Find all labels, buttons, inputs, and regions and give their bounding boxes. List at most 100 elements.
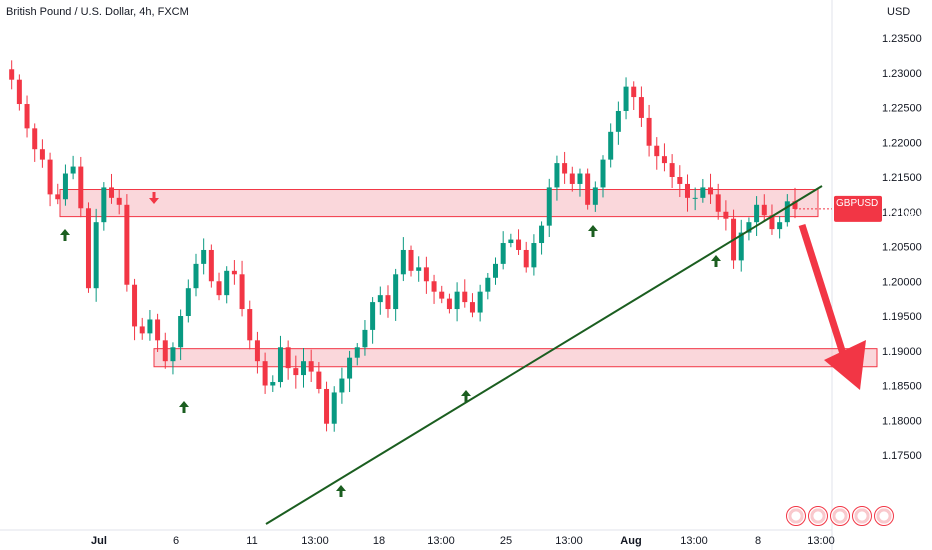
candle-body: [623, 86, 629, 111]
y-tick-label: 1.18500: [882, 381, 922, 393]
candle-body: [93, 222, 99, 289]
candle-body: [293, 368, 299, 376]
candle-body: [185, 288, 191, 316]
candle-body: [109, 187, 115, 198]
flag-icon[interactable]: [830, 506, 850, 526]
x-tick-label: 13:00: [555, 535, 583, 547]
candle-body: [16, 79, 22, 105]
candle-body: [531, 243, 537, 268]
candle-body: [39, 149, 45, 160]
candle-body: [423, 267, 429, 282]
candle-body: [393, 274, 399, 310]
candle-body: [170, 347, 176, 362]
y-tick-label: 1.20500: [882, 242, 922, 254]
candle-body: [431, 281, 437, 292]
candle-body: [9, 69, 15, 80]
last-price-label: 1.21041: [886, 197, 926, 209]
x-tick-label: 11: [246, 535, 257, 547]
candle-body: [715, 194, 721, 212]
candle-body: [247, 309, 253, 341]
candle-body: [239, 274, 245, 310]
up-arrow-icon: [711, 255, 721, 267]
candle-body: [446, 298, 452, 310]
candle-body: [777, 222, 783, 230]
candle-body: [254, 340, 260, 362]
candle-body: [331, 392, 337, 424]
down-arrow-icon: [149, 192, 159, 204]
candle-body: [569, 173, 575, 184]
candle-body: [70, 166, 76, 174]
candle-body: [631, 86, 637, 98]
candle-body: [62, 173, 68, 200]
resistance-zone: [59, 189, 819, 218]
up-arrow-icon: [588, 225, 598, 237]
price-axis-currency: USD: [887, 6, 910, 18]
candle-body: [308, 361, 314, 372]
candle-body: [761, 204, 767, 216]
candle-body: [416, 267, 422, 271]
x-tick-label: 8: [755, 535, 761, 547]
candle-body: [124, 204, 130, 285]
candle-body: [523, 249, 529, 268]
symbol-label: GBPUSD: [836, 198, 878, 209]
candle-body: [677, 177, 683, 184]
candle-body: [354, 347, 360, 358]
candle-body: [592, 187, 598, 205]
chart-title: British Pound / U.S. Dollar, 4h, FXCM: [6, 6, 189, 18]
candle-body: [692, 197, 698, 199]
candle-body: [408, 249, 414, 271]
candle-body: [339, 378, 345, 393]
event-flags: [786, 506, 894, 526]
candle-body: [562, 163, 568, 174]
up-arrow-icon: [179, 401, 189, 413]
candle-body: [400, 249, 406, 275]
flag-icon[interactable]: [786, 506, 806, 526]
up-arrow-icon: [60, 229, 70, 241]
candle-body: [277, 347, 283, 383]
candle-body: [477, 291, 483, 313]
x-tick-label: Jul: [91, 535, 107, 547]
x-tick-label: 18: [373, 535, 385, 547]
candle-body: [147, 319, 153, 334]
candle-body: [600, 159, 606, 188]
candle-body: [377, 295, 383, 303]
y-tick-label: 1.23500: [882, 33, 922, 45]
candle-body: [585, 173, 591, 205]
candle-body: [24, 104, 30, 129]
candle-body: [47, 159, 53, 195]
candle-body: [101, 187, 107, 223]
x-tick-label: 13:00: [680, 535, 708, 547]
candle-body: [754, 204, 760, 223]
candle-body: [554, 163, 560, 188]
candle-body: [224, 270, 230, 296]
candle-body: [316, 371, 322, 389]
support-zone: [153, 348, 878, 368]
y-tick-label: 1.23000: [882, 68, 922, 80]
flag-icon[interactable]: [874, 506, 894, 526]
candle-body: [500, 243, 506, 264]
candle-body: [231, 270, 237, 275]
y-tick-label: 1.22000: [882, 137, 922, 149]
candle-body: [700, 187, 706, 198]
candle-body: [132, 284, 138, 327]
y-tick-label: 1.20000: [882, 276, 922, 288]
candle-body: [85, 208, 91, 289]
candle-body: [162, 340, 168, 362]
up-arrow-icon: [336, 485, 346, 497]
x-tick-label: 6: [173, 535, 179, 547]
candle-body: [615, 110, 621, 132]
candle-body: [285, 347, 291, 369]
candle-body: [746, 222, 752, 233]
y-tick-label: 1.21000: [882, 207, 922, 219]
flag-icon[interactable]: [852, 506, 872, 526]
candle-body: [577, 173, 583, 184]
candle-body: [155, 319, 161, 341]
candle-body: [469, 302, 475, 313]
candle-body: [485, 277, 491, 292]
x-tick-label: 13:00: [807, 535, 835, 547]
flag-icon[interactable]: [808, 506, 828, 526]
y-tick-label: 1.17500: [882, 450, 922, 462]
x-tick-label: 13:00: [427, 535, 455, 547]
candle-body: [516, 239, 522, 250]
